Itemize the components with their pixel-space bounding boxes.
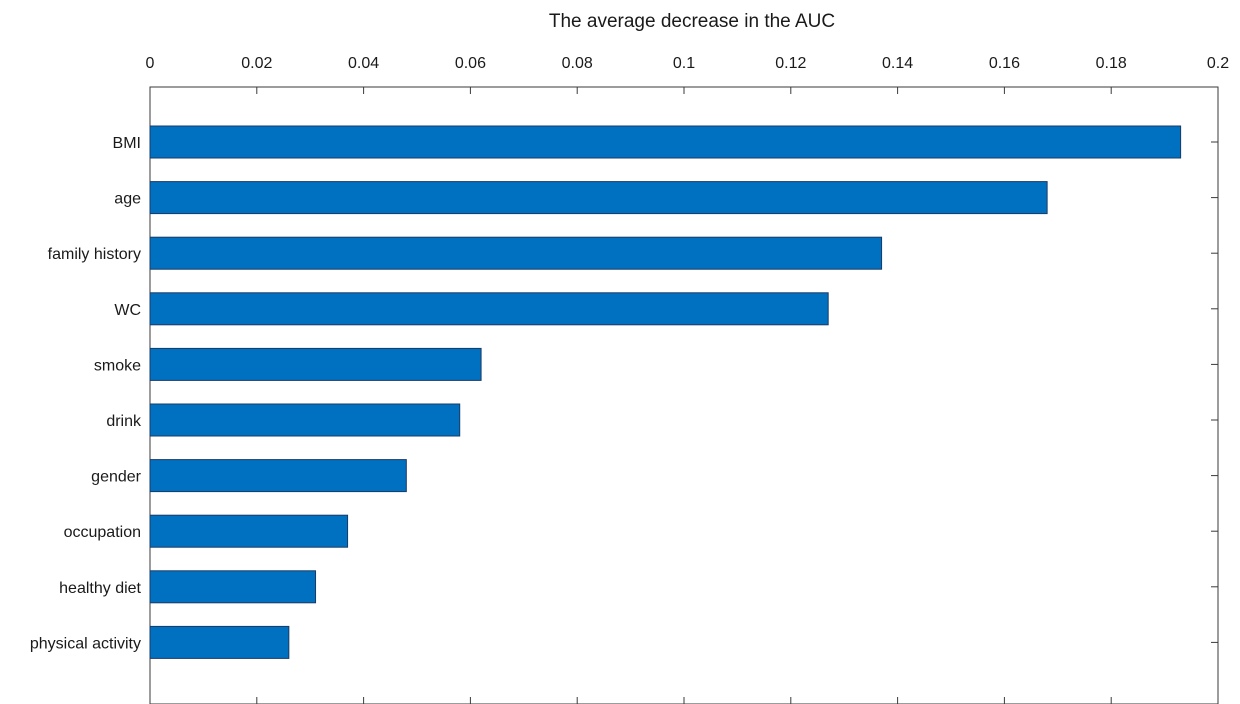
bar-wc	[150, 293, 828, 325]
x-tick-label: 0	[146, 55, 155, 72]
bar-drink	[150, 404, 460, 436]
category-label: smoke	[94, 357, 141, 374]
x-tick-label: 0.04	[348, 55, 379, 72]
bar-healthy-diet	[150, 571, 316, 603]
category-labels: BMI age family history WC smoke drink gender oc…	[30, 135, 142, 652]
category-label: family history	[48, 246, 141, 263]
x-tick-label: 0.1	[673, 55, 695, 72]
bar-family-history	[150, 237, 882, 269]
x-tick-label: 0.18	[1096, 55, 1127, 72]
bar-series	[150, 126, 1181, 658]
y-axis-ticks	[150, 142, 1218, 642]
category-label: occupation	[64, 524, 141, 541]
x-axis-title: The average decrease in the AUC	[549, 11, 835, 32]
category-label: BMI	[113, 135, 141, 152]
category-label: WC	[114, 302, 141, 319]
bar-occupation	[150, 515, 348, 547]
bar-gender	[150, 460, 406, 492]
x-tick-label: 0.2	[1207, 55, 1229, 72]
x-tick-label: 0.12	[775, 55, 806, 72]
x-tick-label: 0.16	[989, 55, 1020, 72]
x-tick-label: 0.02	[241, 55, 272, 72]
bar-physical-activity	[150, 626, 289, 658]
bar-age	[150, 182, 1047, 214]
x-tick-label: 0.14	[882, 55, 913, 72]
bar-bmi	[150, 126, 1181, 158]
category-label: drink	[106, 413, 142, 430]
category-label: physical activity	[30, 635, 141, 652]
x-tick-label: 0.06	[455, 55, 486, 72]
x-tick-label: 0.08	[562, 55, 593, 72]
bar-smoke	[150, 348, 481, 380]
category-label: gender	[91, 469, 141, 486]
category-label: age	[114, 191, 141, 208]
plot-frame	[150, 87, 1218, 704]
category-label: healthy diet	[59, 580, 141, 597]
